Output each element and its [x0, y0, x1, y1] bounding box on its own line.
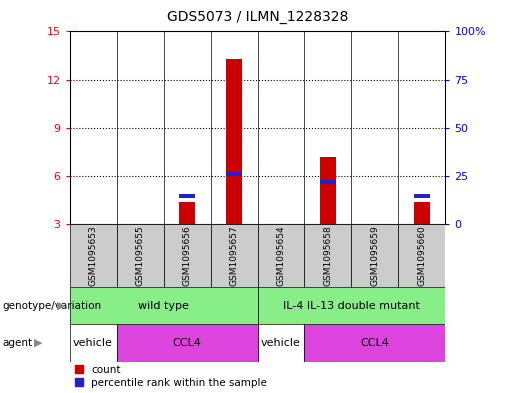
Bar: [179, 202, 195, 224]
Text: GSM1095654: GSM1095654: [277, 225, 285, 286]
FancyBboxPatch shape: [258, 287, 445, 324]
Text: CCL4: CCL4: [173, 338, 201, 348]
FancyBboxPatch shape: [116, 324, 258, 362]
FancyBboxPatch shape: [352, 224, 399, 287]
Bar: [179, 194, 195, 198]
Text: IL-4 IL-13 double mutant: IL-4 IL-13 double mutant: [283, 301, 420, 310]
Bar: [226, 173, 242, 176]
Text: GDS5073 / ILMN_1228328: GDS5073 / ILMN_1228328: [167, 10, 348, 24]
FancyBboxPatch shape: [116, 224, 164, 287]
Bar: [320, 156, 336, 224]
FancyBboxPatch shape: [399, 224, 445, 287]
Text: GSM1095660: GSM1095660: [418, 225, 426, 286]
FancyBboxPatch shape: [164, 224, 211, 287]
Text: GSM1095655: GSM1095655: [135, 225, 145, 286]
Text: CCL4: CCL4: [360, 338, 389, 348]
FancyBboxPatch shape: [304, 324, 445, 362]
Text: genotype/variation: genotype/variation: [3, 301, 101, 311]
Text: wild type: wild type: [138, 301, 189, 310]
FancyBboxPatch shape: [70, 224, 116, 287]
Legend: count, percentile rank within the sample: count, percentile rank within the sample: [75, 365, 267, 388]
Text: vehicle: vehicle: [261, 338, 301, 348]
FancyBboxPatch shape: [258, 224, 304, 287]
Bar: [414, 194, 430, 198]
Bar: [320, 180, 336, 184]
FancyBboxPatch shape: [258, 324, 304, 362]
Text: GSM1095658: GSM1095658: [323, 225, 333, 286]
Bar: [414, 202, 430, 224]
Text: GSM1095657: GSM1095657: [230, 225, 238, 286]
Text: GSM1095656: GSM1095656: [182, 225, 192, 286]
FancyBboxPatch shape: [304, 224, 352, 287]
FancyBboxPatch shape: [70, 324, 116, 362]
Bar: [226, 59, 242, 224]
Text: ▶: ▶: [34, 338, 43, 348]
Text: GSM1095653: GSM1095653: [89, 225, 97, 286]
Text: GSM1095659: GSM1095659: [370, 225, 380, 286]
Text: vehicle: vehicle: [73, 338, 113, 348]
FancyBboxPatch shape: [70, 287, 258, 324]
Text: ▶: ▶: [57, 301, 66, 311]
Text: agent: agent: [3, 338, 32, 348]
FancyBboxPatch shape: [211, 224, 258, 287]
